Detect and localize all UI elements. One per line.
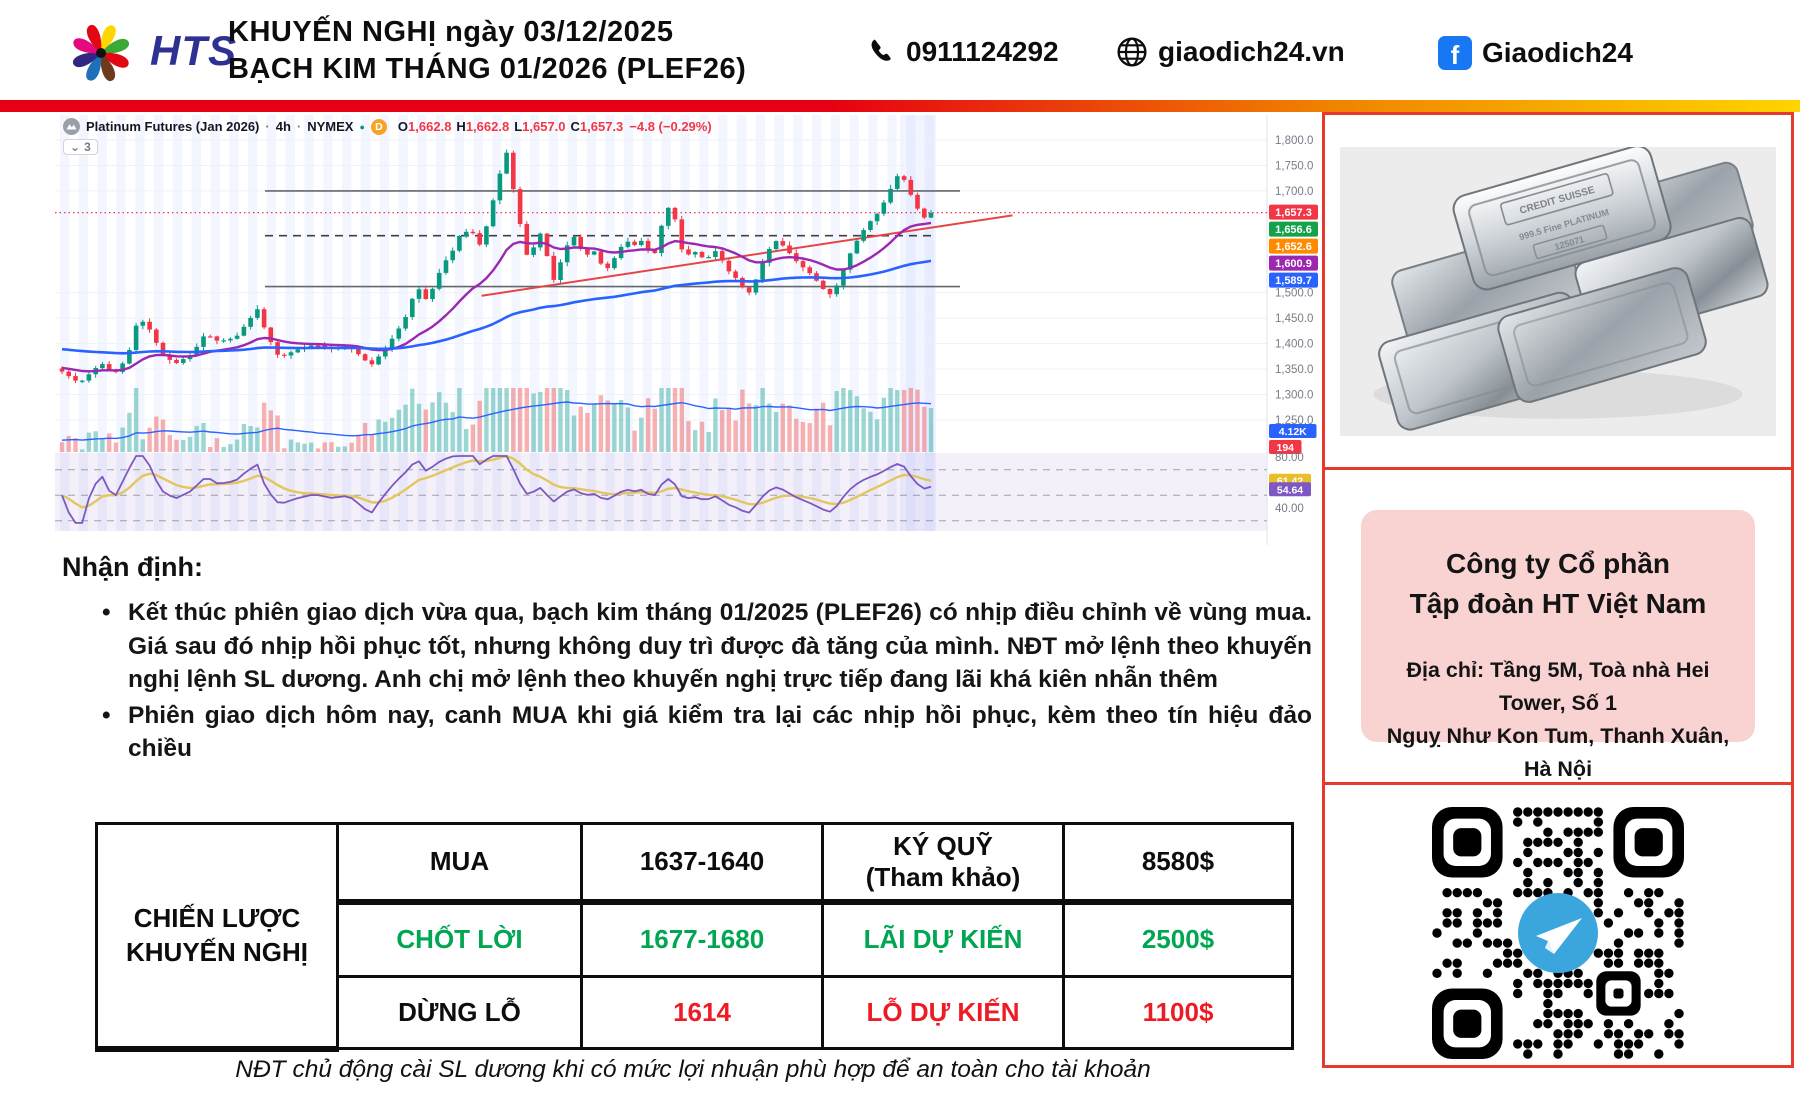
header-divider-bar (0, 100, 1800, 112)
platinum-bars-image: CREDIT SUISSE 999.5 Fine PLATINUM 125071 (1340, 146, 1776, 436)
legend-separator: · (265, 119, 270, 134)
svg-text:1,400.0: 1,400.0 (1275, 339, 1313, 351)
margin-label: KÝ QUỸ (893, 830, 993, 861)
strategy-label-line1: CHIẾN LƯỢC (133, 903, 301, 934)
svg-text:1,589.7: 1,589.7 (1275, 275, 1312, 287)
phone-number: 0911124292 (906, 36, 1059, 67)
svg-text:1,450.0: 1,450.0 (1275, 313, 1313, 325)
website-contact[interactable]: giaodich24.vn (1116, 36, 1345, 68)
header: HTS KHUYẾN NGHỊ ngày 03/12/2025 BẠCH KIM… (0, 0, 1800, 100)
table-row: CHỐT LỜI 1677-1680 LÃI DỰ KIẾN 2500$ (97, 900, 1294, 978)
website-url[interactable]: giaodich24.vn (1158, 36, 1345, 67)
company-card: Công ty Cổ phần Tập đoàn HT Việt Nam Địa… (1361, 510, 1755, 781)
analysis-heading: Nhận định: (62, 552, 203, 582)
telegram-qr-code (1432, 807, 1684, 1065)
company-name-line1: Công ty Cổ phần (1446, 548, 1670, 579)
svg-text:1,750.0: 1,750.0 (1275, 160, 1313, 172)
action-cell: MUA (336, 822, 583, 905)
svg-text:4.12K: 4.12K (1279, 426, 1307, 438)
legend-separator: · (296, 119, 302, 134)
action-cell: CHỐT LỜI (336, 900, 583, 978)
label-cell: LÃI DỰ KIẾN (821, 900, 1065, 978)
strategy-label-line2: KHUYẾN NGHỊ (125, 937, 308, 968)
instrument-logo-icon (63, 118, 80, 135)
hts-logo: HTS (58, 8, 237, 94)
table-row: DỪNG LỖ 1614 LỖ DỰ KIẾN 1100$ (97, 975, 1294, 1050)
chart-legend[interactable]: Platinum Futures (Jan 2026) · 4h · NYMEX… (63, 118, 712, 135)
svg-text:1,300.0: 1,300.0 (1275, 390, 1313, 402)
action-cell: DỪNG LỖ (336, 975, 583, 1050)
facebook-icon: f (1438, 36, 1472, 70)
platinum-bars-panel: CREDIT SUISSE 999.5 Fine PLATINUM 125071 (1322, 112, 1794, 470)
facebook-name[interactable]: Giaodich24 (1482, 37, 1633, 68)
company-name-line2: Tập đoàn HT Việt Nam (1409, 588, 1707, 619)
analysis-bullet: Phiên giao dịch hôm nay, canh MUA khi gi… (96, 699, 1312, 766)
company-address-line2: Nguỵ Như Kon Tum, Thanh Xuân, Hà Nội (1386, 724, 1730, 781)
range-cell: 1637-1640 (580, 822, 824, 905)
hts-logo-text: HTS (150, 27, 237, 74)
svg-text:80.00: 80.00 (1275, 452, 1304, 464)
page-title: KHUYẾN NGHỊ ngày 03/12/2025 BẠCH KIM THÁ… (228, 14, 746, 88)
strategy-table: CHIẾN LƯỢC KHUYẾN NGHỊ MUA 1637-1640 KÝ … (95, 822, 1294, 1052)
value-cell: 8580$ (1062, 822, 1294, 905)
title-line-2: BẠCH KIM THÁNG 01/2026 (PLEF26) (228, 53, 747, 85)
chevron-down-icon: ⌄ (70, 140, 81, 154)
timeframe-badge[interactable]: D (370, 118, 387, 135)
indicator-count: 3 (84, 140, 91, 154)
title-line-1: KHUYẾN NGHỊ ngày 03/12/2025 (228, 16, 674, 48)
value-cell: 1100$ (1062, 975, 1294, 1050)
chart-interval[interactable]: 4h (275, 119, 291, 134)
svg-text:54.64: 54.64 (1277, 484, 1303, 496)
svg-text:1,250.0: 1,250.0 (1275, 415, 1313, 427)
svg-text:1,656.6: 1,656.6 (1275, 224, 1312, 236)
svg-text:1,600.9: 1,600.9 (1275, 258, 1312, 270)
facebook-contact[interactable]: f Giaodich24 (1438, 36, 1633, 70)
margin-sublabel: (Tham khảo) (865, 861, 1021, 892)
ohlc-values: O1,662.8 H1,662.8 L1,657.0 C1,657.3 −4.8 (−0… (397, 119, 712, 134)
svg-text:1,350.0: 1,350.0 (1275, 364, 1313, 376)
chart-symbol: Platinum Futures (Jan 2026) (86, 119, 260, 134)
company-address: Địa chỉ: Tầng 5M, Toà nhà Hei Tower, Số … (1361, 654, 1755, 786)
range-cell: 1677-1680 (580, 900, 824, 978)
svg-text:194: 194 (1276, 442, 1294, 454)
svg-text:1,657.3: 1,657.3 (1275, 207, 1312, 219)
svg-text:1,500.0: 1,500.0 (1275, 288, 1313, 300)
range-cell: 1614 (580, 975, 824, 1050)
svg-text:1,652.6: 1,652.6 (1275, 241, 1312, 253)
company-address-line1: Địa chỉ: Tầng 5M, Toà nhà Hei Tower, Số … (1406, 658, 1710, 715)
phone-contact: 0911124292 (866, 36, 1059, 68)
company-panel: Công ty Cổ phần Tập đoàn HT Việt Nam Địa… (1322, 467, 1794, 785)
indicator-collapse-chip[interactable]: ⌄ 3 (63, 139, 98, 155)
globe-icon (1117, 37, 1147, 67)
value-cell: 2500$ (1062, 900, 1294, 978)
svg-text:1,700.0: 1,700.0 (1275, 186, 1313, 198)
svg-text:40.00: 40.00 (1275, 503, 1304, 515)
qr-panel (1322, 782, 1794, 1068)
chart-exchange: NYMEX (307, 119, 354, 134)
market-status-icon: ● (359, 121, 365, 132)
hts-pinwheel-icon (72, 24, 130, 82)
strategy-label-cell: CHIẾN LƯỢC KHUYẾN NGHỊ (95, 822, 339, 1052)
analysis-bullets: Kết thúc phiên giao dịch vừa qua, bạch k… (96, 596, 1312, 768)
footer-note: NĐT chủ động cài SL dương khi có mức lợi… (235, 1056, 1151, 1083)
phone-icon (871, 39, 891, 61)
label-cell: LỖ DỰ KIẾN (821, 975, 1065, 1050)
label-cell: KÝ QUỸ (Tham khảo) (821, 822, 1065, 905)
analysis-bullet: Kết thúc phiên giao dịch vừa qua, bạch k… (96, 596, 1312, 697)
table-row: CHIẾN LƯỢC KHUYẾN NGHỊ MUA 1637-1640 KÝ … (95, 822, 1294, 1052)
company-name: Công ty Cổ phần Tập đoàn HT Việt Nam (1361, 544, 1755, 624)
svg-text:1,800.0: 1,800.0 (1275, 135, 1313, 147)
trading-chart[interactable]: Platinum Futures (Jan 2026) · 4h · NYMEX… (55, 115, 1318, 545)
